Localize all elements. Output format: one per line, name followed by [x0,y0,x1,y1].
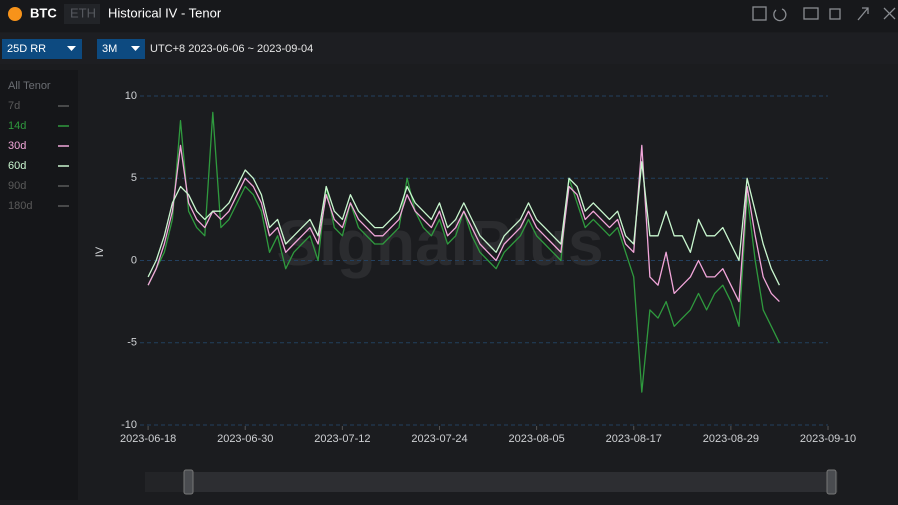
legend-label[interactable]: 60d [8,160,26,172]
watermark: SignalPlus [276,207,603,279]
x-tick-label: 2023-07-24 [411,433,467,445]
metric-select-label: 25D RR [7,43,46,55]
series-line [147,144,780,303]
legend-label[interactable]: 7d [8,100,20,112]
window-icons[interactable] [752,6,896,22]
legend-label[interactable]: 30d [8,140,26,152]
date-range: UTC+8 2023-06-06 ~ 2023-09-04 [150,43,313,55]
asset-tab-bg [64,4,100,24]
x-tick-label: 2023-08-29 [703,433,759,445]
legend-title[interactable]: All Tenor [8,80,51,92]
range-slider-selection[interactable] [188,472,831,492]
y-axis-label: IV [94,246,106,257]
caret [67,46,76,51]
period-select-label: 3M [102,43,117,55]
series-line [147,161,780,286]
y-tick-label: 10 [125,90,137,102]
x-tick-label: 2023-09-10 [800,433,856,445]
range-handle[interactable] [826,469,837,495]
legend-panel [0,70,78,500]
legend-label[interactable]: 90d [8,180,26,192]
y-tick-label: 5 [131,172,137,184]
toolbar [0,33,898,64]
legend-label[interactable]: 14d [8,120,26,132]
x-tick-label: 2023-07-12 [314,433,370,445]
x-tick-label: 2023-06-30 [217,433,273,445]
y-tick-label: -10 [121,419,137,431]
asset-tab[interactable]: BTC [30,5,57,20]
x-tick-label: 2023-08-05 [508,433,564,445]
period-select[interactable] [97,39,145,59]
panel-title: Historical IV - Tenor [108,5,222,20]
y-tick-label: -5 [127,337,137,349]
range-handle[interactable] [183,469,194,495]
asset-tab[interactable]: ETH [70,5,96,20]
y-tick-label: 0 [131,254,137,266]
legend-label[interactable]: 180d [8,200,32,212]
top-bar [0,0,898,32]
btc-icon [8,7,22,21]
caret [131,46,140,51]
x-tick-label: 2023-08-17 [606,433,662,445]
x-tick-label: 2023-06-18 [120,433,176,445]
metric-select[interactable] [2,39,82,59]
